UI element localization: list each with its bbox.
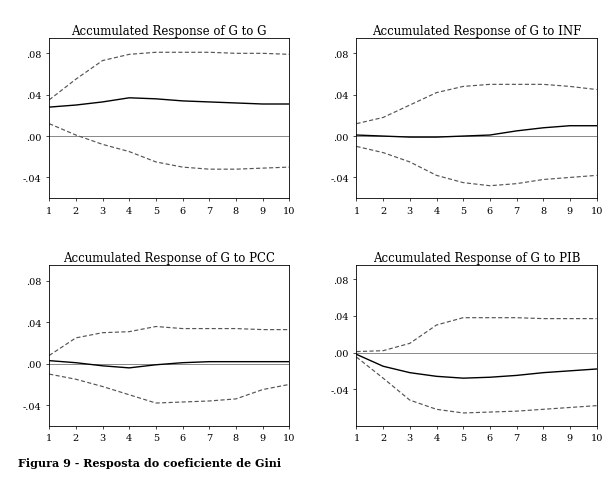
Title: Accumulated Response of G to G: Accumulated Response of G to G (71, 25, 267, 38)
Title: Accumulated Response of G to INF: Accumulated Response of G to INF (372, 25, 581, 38)
Title: Accumulated Response of G to PIB: Accumulated Response of G to PIB (373, 252, 581, 265)
Title: Accumulated Response of G to PCC: Accumulated Response of G to PCC (63, 252, 276, 265)
Text: Figura 9 - Resposta do coeficiente de Gini: Figura 9 - Resposta do coeficiente de Gi… (18, 457, 282, 469)
